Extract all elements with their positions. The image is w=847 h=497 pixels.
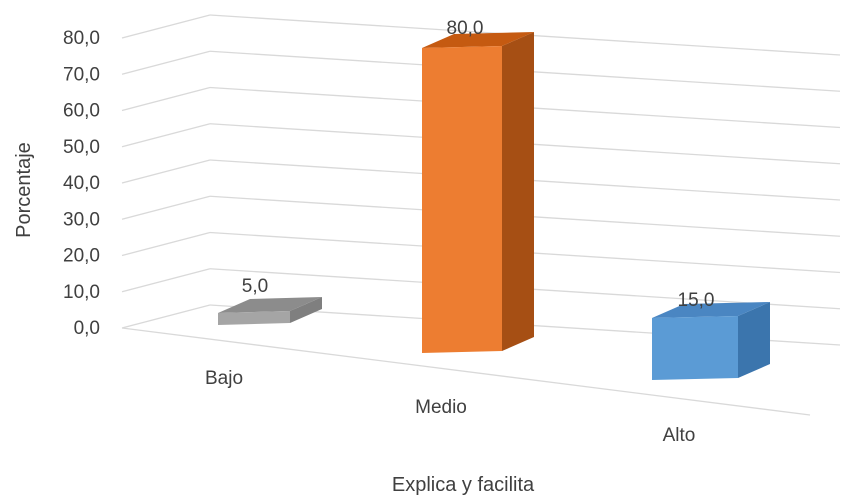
y-axis-title: Porcentaje (13, 142, 35, 238)
x-category-label: Alto (663, 425, 696, 446)
floor-front-edge (121, 327, 811, 416)
y-tick-label: 60,0 (63, 101, 100, 122)
gridline-left-5 (121, 123, 211, 148)
y-tick-label: 10,0 (63, 282, 100, 303)
bar-top-face (422, 32, 534, 48)
bar-front-face (652, 316, 738, 380)
gridline-left-4 (121, 159, 211, 184)
bars (218, 32, 770, 380)
data-label: 80,0 (447, 18, 484, 39)
bar-side-face (502, 32, 534, 351)
bar-top-face (218, 297, 322, 313)
gridline-left-3 (121, 195, 211, 220)
y-tick-label: 80,0 (63, 28, 100, 49)
x-category-label: Bajo (205, 368, 243, 389)
x-axis-categories: Bajo Medio Alto (205, 368, 695, 446)
gridline-left-6 (121, 86, 211, 112)
bar-front-face (218, 311, 290, 325)
bar-front-face (422, 46, 502, 353)
gridline-left-2 (121, 231, 211, 257)
bar-bajo (218, 297, 322, 325)
bar-alto (652, 302, 770, 380)
data-label: 5,0 (242, 276, 268, 297)
gridline-left-8 (121, 14, 211, 39)
x-category-label: Medio (415, 397, 467, 418)
data-labels: 5,0 80,0 15,0 (242, 18, 715, 311)
gridline-left-7 (121, 50, 211, 75)
y-tick-label: 20,0 (63, 246, 100, 267)
bar-side-face (738, 302, 770, 378)
y-axis-ticks: 0,0 10,0 20,0 30,0 40,0 50,0 60,0 70,0 80,0 (63, 28, 100, 339)
bar-side-face (290, 297, 322, 323)
x-axis-title: Explica y facilita (392, 474, 535, 496)
gridline-left-0 (121, 304, 211, 329)
bar-medio (422, 32, 534, 353)
y-tick-label: 0,0 (74, 318, 100, 339)
y-tick-label: 40,0 (63, 173, 100, 194)
gridline-left-1 (121, 268, 211, 293)
data-label: 15,0 (678, 290, 715, 311)
y-tick-label: 50,0 (63, 137, 100, 158)
bar-top-face (652, 302, 770, 318)
y-tick-label: 70,0 (63, 64, 100, 85)
y-tick-label: 30,0 (63, 209, 100, 230)
